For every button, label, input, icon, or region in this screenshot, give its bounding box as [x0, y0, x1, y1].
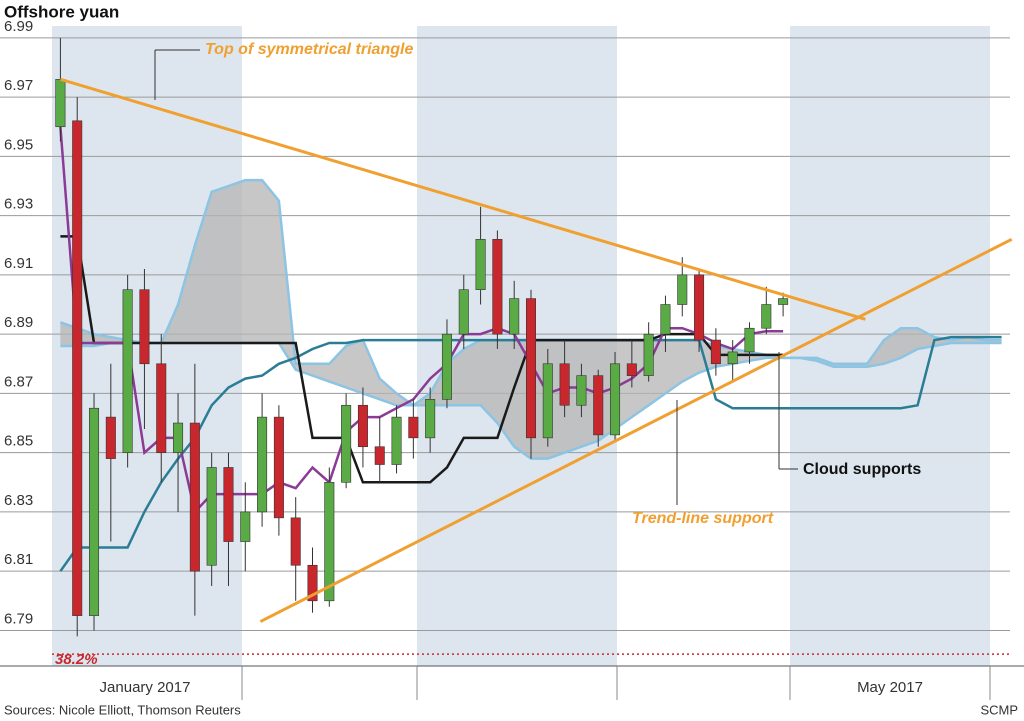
y-tick-label: 6.79: [4, 610, 33, 627]
y-tick-label: 6.93: [4, 196, 33, 213]
x-tick-label: January 2017: [100, 679, 191, 696]
credit: SCMP: [980, 702, 1018, 717]
candle-body: [139, 289, 150, 365]
candle-body: [223, 467, 234, 542]
candle-body: [391, 416, 402, 465]
y-tick-label: 6.85: [4, 433, 33, 450]
candle-body: [509, 298, 520, 335]
trend-line: [59, 77, 866, 321]
annotation: Top of symmetrical triangle: [205, 41, 413, 58]
candle-body: [710, 339, 721, 365]
candle-body: [307, 564, 318, 602]
candle-body: [89, 407, 100, 616]
candle-body: [206, 467, 217, 566]
chart-title: Offshore yuan: [4, 2, 119, 21]
candle-body: [290, 517, 301, 566]
source: Sources: Nicole Elliott, Thomson Reuters: [4, 702, 241, 717]
candle-body: [559, 363, 570, 406]
y-tick-label: 6.89: [4, 314, 33, 331]
candle-body: [778, 298, 789, 305]
candle-body: [643, 333, 654, 376]
y-tick-label: 6.91: [4, 255, 33, 272]
candle-body: [156, 363, 167, 453]
x-tick-label: May 2017: [857, 679, 923, 696]
candle-body: [492, 239, 503, 335]
y-tick-label: 6.97: [4, 77, 33, 94]
plot: 6.79 6.81 6.83 6.85 6.87 6.89 6.91 6.93 6.95 6.97…: [0, 18, 1013, 668]
candle-body: [72, 120, 83, 616]
candle-body: [475, 239, 486, 291]
candle-body: [189, 422, 200, 572]
annotation: Cloud supports: [803, 461, 921, 478]
candle-body: [408, 416, 419, 439]
candle-body: [240, 511, 251, 542]
candle-body: [677, 274, 688, 305]
retracement-label: 38.2%: [55, 651, 98, 668]
candle-body: [694, 274, 705, 341]
candle-body: [173, 422, 184, 453]
candle-body: [105, 416, 116, 459]
candle-body: [55, 79, 66, 128]
y-tick-label: 6.95: [4, 136, 33, 153]
candle-body: [257, 416, 268, 513]
candle-body: [374, 446, 385, 465]
candle-body: [542, 363, 553, 439]
candle-body: [458, 289, 469, 335]
candle-body: [626, 363, 637, 376]
candle-body: [341, 404, 352, 483]
candle-body: [122, 289, 133, 453]
candle-body: [593, 375, 604, 436]
candle-body: [357, 404, 368, 448]
y-tick-label: 6.87: [4, 373, 33, 390]
annotation: Trend-line support: [632, 510, 774, 527]
candle-body: [525, 298, 537, 439]
candle-body: [441, 333, 452, 400]
y-tick-label: 6.83: [4, 492, 33, 509]
candle-body: [273, 416, 284, 519]
trend-line: [259, 237, 1013, 623]
candle-body: [610, 363, 621, 436]
candle-body: [761, 304, 772, 329]
y-tick-label: 6.81: [4, 551, 33, 568]
candle-body: [727, 351, 738, 365]
y-tick-label: 6.99: [4, 18, 33, 35]
candle-body: [660, 304, 671, 335]
candle-body: [324, 481, 335, 602]
candle-body: [744, 327, 755, 353]
candle-body: [425, 399, 436, 439]
candle-body: [576, 375, 587, 406]
